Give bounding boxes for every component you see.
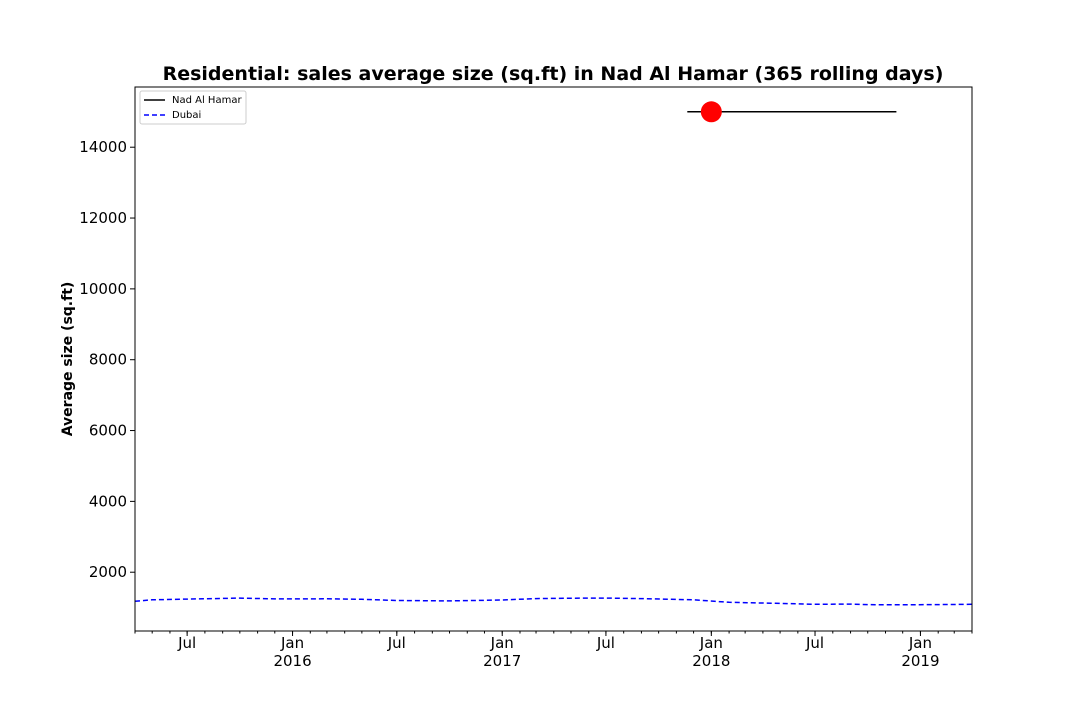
x-tick-label: Jul: [596, 634, 615, 652]
x-tick-label: Jul: [805, 634, 824, 652]
x-tick-label: Jul: [387, 634, 406, 652]
y-tick-label: 10000: [79, 280, 127, 298]
plot-frame: [134, 86, 973, 632]
legend: Nad Al Hamar Dubai: [139, 90, 247, 125]
chart-title: Residential: sales average size (sq.ft) …: [163, 63, 944, 85]
x-tick-year-label: 2018: [692, 652, 730, 670]
x-tick-label: Jan: [908, 634, 932, 652]
x-tick-label: Jan: [699, 634, 723, 652]
x-tick-label: Jan: [280, 634, 304, 652]
y-tick-label: 12000: [79, 209, 127, 227]
series-line-dubai: [134, 597, 973, 606]
legend-frame: [139, 90, 247, 125]
x-tick-year-label: 2017: [483, 652, 521, 670]
y-axis-label: Average size (sq.ft): [60, 282, 76, 437]
data-point-marker-0: [700, 101, 722, 123]
x-tick-year-label: 2019: [901, 652, 939, 670]
x-tick-label: Jul: [177, 634, 196, 652]
y-tick-label: 4000: [89, 492, 127, 510]
x-tick-label: Jan: [490, 634, 514, 652]
plot-area: [134, 101, 973, 606]
y-tick-label: 8000: [89, 351, 127, 369]
x-tick-year-label: 2016: [273, 652, 311, 670]
legend-label-dubai: Dubai: [172, 110, 201, 121]
y-tick-label: 14000: [79, 138, 127, 156]
legend-label-nad-al-hamar: Nad Al Hamar: [172, 95, 242, 106]
y-tick-label: 6000: [89, 422, 127, 440]
y-tick-label: 2000: [89, 563, 127, 581]
